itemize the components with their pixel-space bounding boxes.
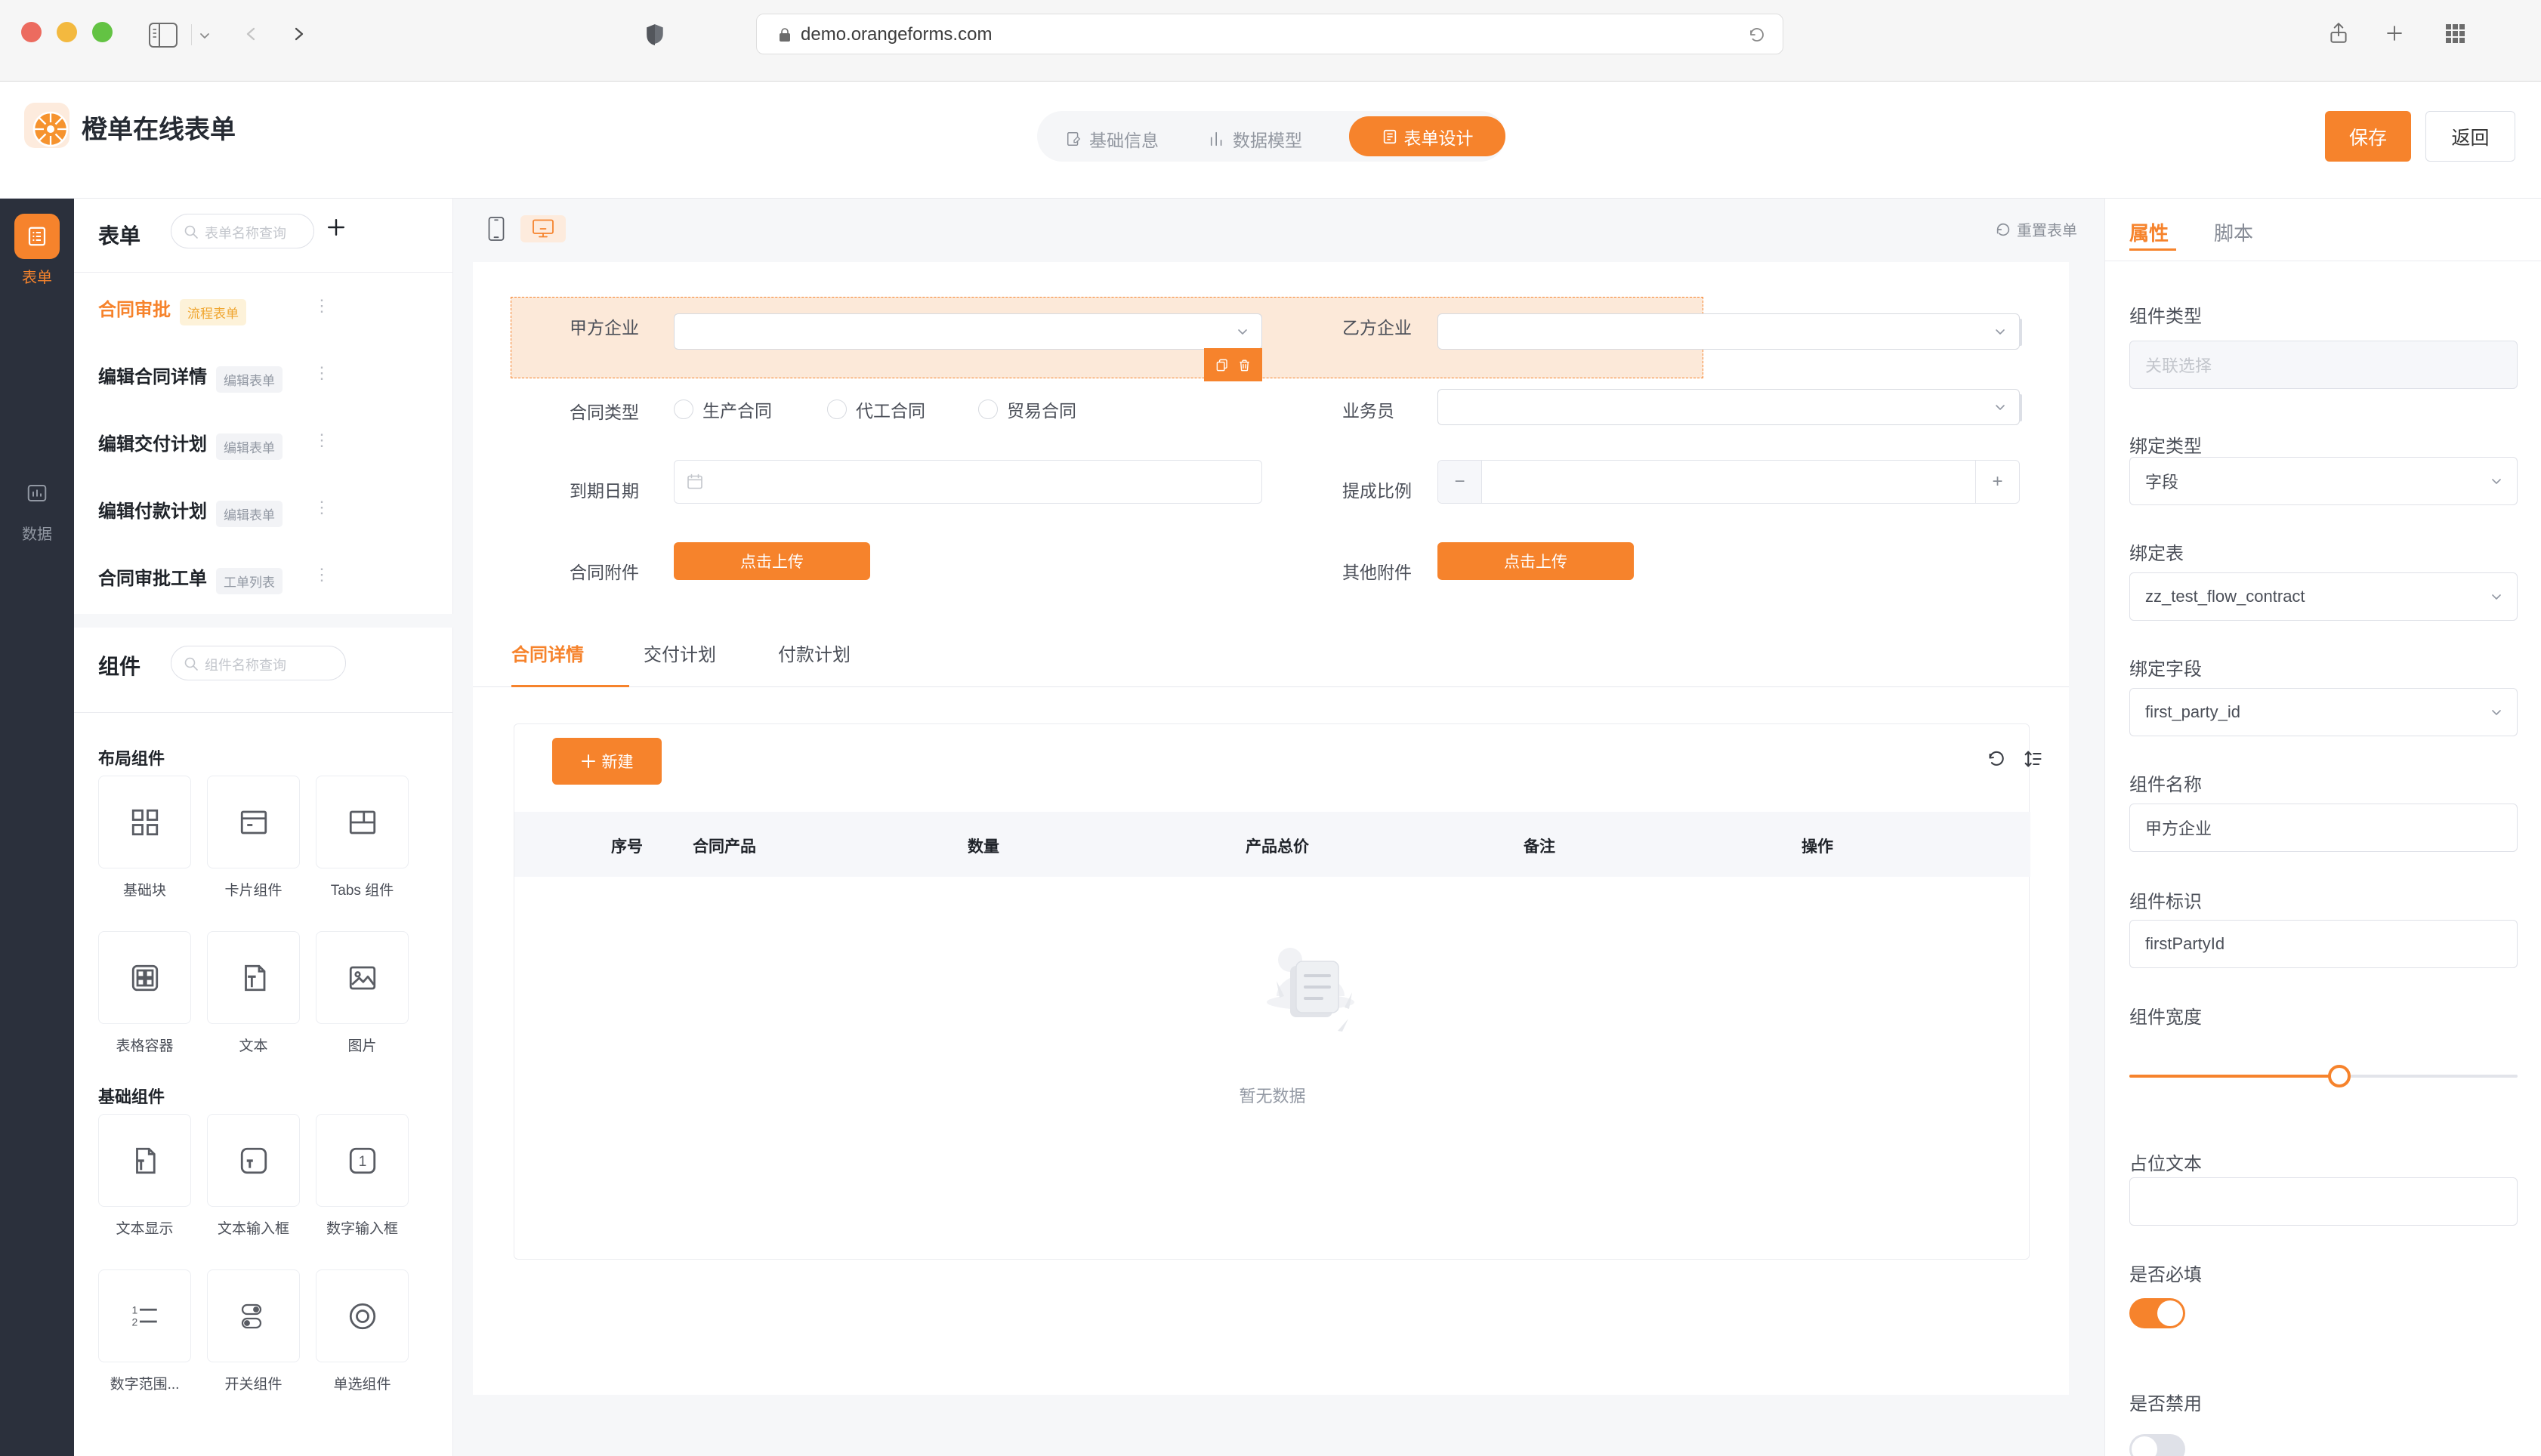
svg-text:1: 1 [358,1154,366,1170]
svg-text:1: 1 [131,1303,137,1316]
svg-text:2: 2 [131,1316,137,1328]
